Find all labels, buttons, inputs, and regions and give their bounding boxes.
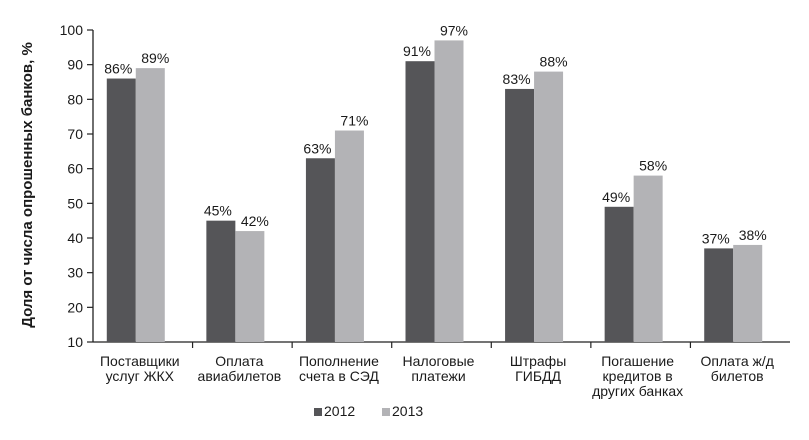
data-label-2013: 88%: [540, 54, 568, 70]
data-label-2013: 42%: [241, 213, 269, 229]
data-labels: 86% 89% 45% 42% 63% 71% 91% 97% 83% 88% 49% 58% 37% 3…: [104, 22, 766, 246]
category-label: Погашение кредитов в других банках: [592, 353, 683, 399]
bar-2012: [305, 158, 335, 342]
category-label: Оплата ж/д билетов: [700, 353, 773, 384]
category-label-line: Поставщики: [100, 353, 180, 369]
bar-2013: [434, 40, 464, 343]
category-label-line: платежи: [411, 368, 465, 384]
legend-label-2013: 2013: [392, 403, 423, 419]
y-tick-label: 50: [67, 195, 83, 211]
category-label-line: счета в СЭД: [299, 368, 379, 384]
bar-2012: [405, 61, 435, 342]
data-label-2012: 37%: [702, 230, 730, 246]
bar-2013: [633, 175, 663, 342]
legend: 2012 2013: [314, 403, 423, 419]
y-tick-label: 80: [67, 91, 83, 107]
bar-2013: [534, 71, 564, 342]
data-label-2012: 86%: [104, 61, 132, 77]
category-label-line: услуг ЖКХ: [106, 368, 175, 384]
category-label-line: авиабилетов: [198, 368, 282, 384]
legend-swatch-2013: [382, 408, 390, 416]
category-label-line: Штрафы: [510, 353, 566, 369]
data-label-2013: 89%: [141, 50, 169, 66]
bar-2013: [733, 244, 763, 342]
legend-label-2012: 2012: [324, 403, 355, 419]
category-label-line: ГИБДД: [515, 368, 561, 384]
data-label-2013: 97%: [440, 22, 468, 38]
y-tick-label: 10: [67, 334, 83, 350]
data-label-2012: 49%: [602, 189, 630, 205]
category-labels: Поставщики услуг ЖКХ Оплата авиабилетов Попо…: [100, 353, 774, 399]
category-label: Штрафы ГИБДД: [510, 353, 566, 384]
bar-2012: [704, 248, 734, 342]
category-label-line: Пополнение: [299, 353, 379, 369]
category-label: Оплата авиабилетов: [198, 353, 282, 384]
category-label-line: Налоговые: [403, 353, 475, 369]
category-label-line: Погашение: [601, 353, 674, 369]
category-label-line: Оплата ж/д: [700, 353, 773, 369]
category-label-line: кредитов в: [603, 368, 673, 384]
bar-2012: [604, 206, 634, 342]
category-label: Поставщики услуг ЖКХ: [100, 353, 180, 384]
bars: [106, 40, 763, 343]
data-label-2012: 91%: [403, 43, 431, 59]
category-label-line: других банках: [592, 383, 683, 399]
y-tick-label: 30: [67, 265, 83, 281]
y-ticks: 10 20 30 40 50 60 70 80 90 100: [60, 22, 93, 350]
bar-2012: [106, 78, 136, 343]
category-label: Пополнение счета в СЭД: [299, 353, 379, 384]
y-tick-label: 70: [67, 126, 83, 142]
y-tick-label: 60: [67, 161, 83, 177]
bar-2013: [135, 68, 165, 342]
bar-2013: [235, 231, 265, 342]
y-axis-label: Доля от числа опрошенных банков, %: [19, 42, 36, 328]
y-tick-label: 40: [67, 230, 83, 246]
data-label-2012: 45%: [204, 203, 232, 219]
data-label-2013: 71%: [340, 113, 368, 129]
data-label-2013: 38%: [739, 227, 767, 243]
bar-2013: [334, 130, 364, 342]
category-label-line: билетов: [711, 368, 764, 384]
bar-2012: [206, 220, 236, 342]
category-label-line: Оплата: [215, 353, 263, 369]
y-tick-label: 20: [67, 299, 83, 315]
data-label-2013: 58%: [639, 158, 667, 174]
y-tick-label: 90: [67, 57, 83, 73]
data-label-2012: 83%: [503, 71, 531, 87]
y-tick-label: 100: [60, 22, 84, 38]
bar-2012: [505, 88, 535, 342]
data-label-2012: 63%: [303, 140, 331, 156]
legend-swatch-2012: [314, 408, 322, 416]
category-label: Налоговые платежи: [403, 353, 475, 384]
